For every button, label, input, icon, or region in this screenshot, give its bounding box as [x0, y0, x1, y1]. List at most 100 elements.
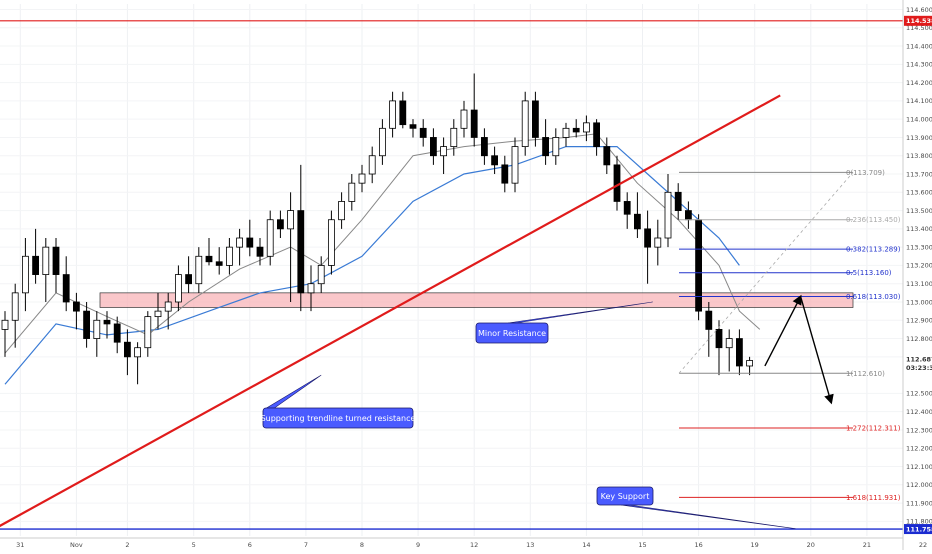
candle-body — [368, 155, 376, 175]
price-tick-label: 111.800 — [906, 518, 932, 526]
candle-body — [644, 228, 651, 248]
fib-diagonal — [678, 172, 854, 374]
time-tick-label: 6 — [248, 541, 252, 549]
candle-body — [348, 182, 356, 202]
candle-body — [297, 210, 305, 294]
time-tick-label: 2 — [125, 541, 129, 549]
price-tick-label: 114.200 — [906, 79, 932, 87]
price-tick-label: 112.000 — [906, 481, 932, 489]
fibonacci-levels: 0(113.709) 0.236(113.450) 0.382(113.289) 0.… — [678, 169, 901, 502]
candle-body — [501, 164, 509, 184]
time-tick-label: 7 — [304, 541, 308, 549]
candle-body — [736, 338, 743, 367]
price-tick-label: 112.100 — [906, 463, 932, 471]
callout-pointer — [620, 504, 796, 529]
candle-body — [491, 155, 499, 166]
candle-body — [552, 137, 560, 157]
candle-body — [287, 210, 295, 230]
time-tick-label: 19 — [751, 541, 759, 549]
fib-level-label: 1(112.610) — [846, 370, 885, 378]
fib-level-label: 0.5(113.160) — [846, 269, 892, 277]
candle-body — [327, 219, 335, 266]
price-tick-label: 114.600 — [906, 6, 932, 14]
candle-body — [73, 301, 80, 312]
price-tag-bg — [904, 362, 932, 373]
candle-body — [276, 219, 284, 230]
candle-body — [419, 127, 427, 138]
price-tag-label: 111.758 — [906, 525, 932, 533]
candle-body — [185, 274, 193, 285]
candle-body — [307, 283, 315, 294]
price-tick-label: 114.400 — [906, 42, 932, 50]
candle-body — [572, 127, 580, 133]
price-tick-label: 113.500 — [906, 207, 932, 215]
candle-body — [236, 237, 244, 248]
candle-body — [429, 137, 437, 157]
candle-body — [562, 127, 570, 138]
candle-body — [480, 137, 488, 157]
price-tick-label: 113.300 — [906, 243, 932, 251]
moving-averages — [4, 133, 761, 385]
candle-body — [42, 246, 50, 275]
candle-body — [521, 100, 529, 147]
fib-level-label: 0.236(113.450) — [846, 216, 901, 224]
annotation-callouts: Supporting trendline turned resistance Mi… — [261, 301, 796, 529]
candle-body — [623, 201, 631, 215]
price-tick-label: 113.200 — [906, 262, 932, 270]
price-tick-label: 111.900 — [906, 499, 932, 507]
callout-text: Minor Resistance — [478, 329, 546, 338]
candle-body — [113, 323, 121, 343]
candle-body — [93, 319, 101, 339]
candle-body — [583, 122, 590, 133]
time-tick-label: 13 — [526, 541, 534, 549]
candle-body — [1, 319, 9, 330]
candle-body — [256, 246, 264, 257]
price-axis-bg — [903, 0, 932, 550]
minor-resistance-callout: Minor Resistance — [475, 301, 653, 344]
candle-body — [378, 127, 386, 157]
candle-body — [144, 316, 152, 349]
price-tick-label: 114.100 — [906, 97, 932, 105]
callout-text: Key Support — [601, 492, 650, 501]
callout-box — [475, 322, 549, 344]
candle-body — [409, 124, 417, 129]
callout-box — [262, 407, 414, 429]
candle-body — [654, 237, 662, 248]
candle-body — [164, 301, 172, 312]
candle-body — [174, 274, 182, 303]
candle-body — [399, 100, 407, 126]
fib-level-label: 0(113.709) — [846, 169, 885, 177]
time-tick-label: 9 — [416, 541, 420, 549]
callout-box — [596, 486, 654, 506]
candle-body — [715, 329, 723, 349]
price-tick-label: 113.600 — [906, 189, 932, 197]
price-axis: 114.600 114.500 114.400 114.300 114.200 114.1… — [902, 0, 932, 550]
fib-level-label: 0.382(113.289) — [846, 246, 901, 254]
resistance-zone — [99, 292, 854, 308]
candle-body — [685, 210, 692, 221]
candle-body — [593, 122, 600, 147]
time-tick-label: 14 — [582, 541, 590, 549]
candle-body — [11, 292, 19, 321]
candle-body — [705, 310, 713, 330]
projection-path — [764, 294, 834, 405]
time-tick-label: 8 — [360, 541, 364, 549]
candle-body — [389, 100, 397, 129]
candle-body — [674, 191, 682, 211]
candle-body — [746, 360, 753, 367]
candle-body — [62, 274, 70, 303]
price-tick-label: 112.800 — [906, 335, 932, 343]
trendline-group — [0, 94, 781, 528]
candle-body — [725, 338, 733, 349]
price-tick-label: 114.300 — [906, 61, 932, 69]
candle-body — [450, 127, 458, 147]
fib-level-label: 1.272(112.311) — [846, 424, 901, 432]
candle-body — [52, 246, 60, 275]
price-tick-label: 113.100 — [906, 280, 932, 288]
price-tick-label: 112.200 — [906, 445, 932, 453]
candle-body — [532, 100, 539, 138]
price-tag-label: 03:23:33 — [906, 364, 932, 372]
candle-body — [460, 109, 468, 129]
